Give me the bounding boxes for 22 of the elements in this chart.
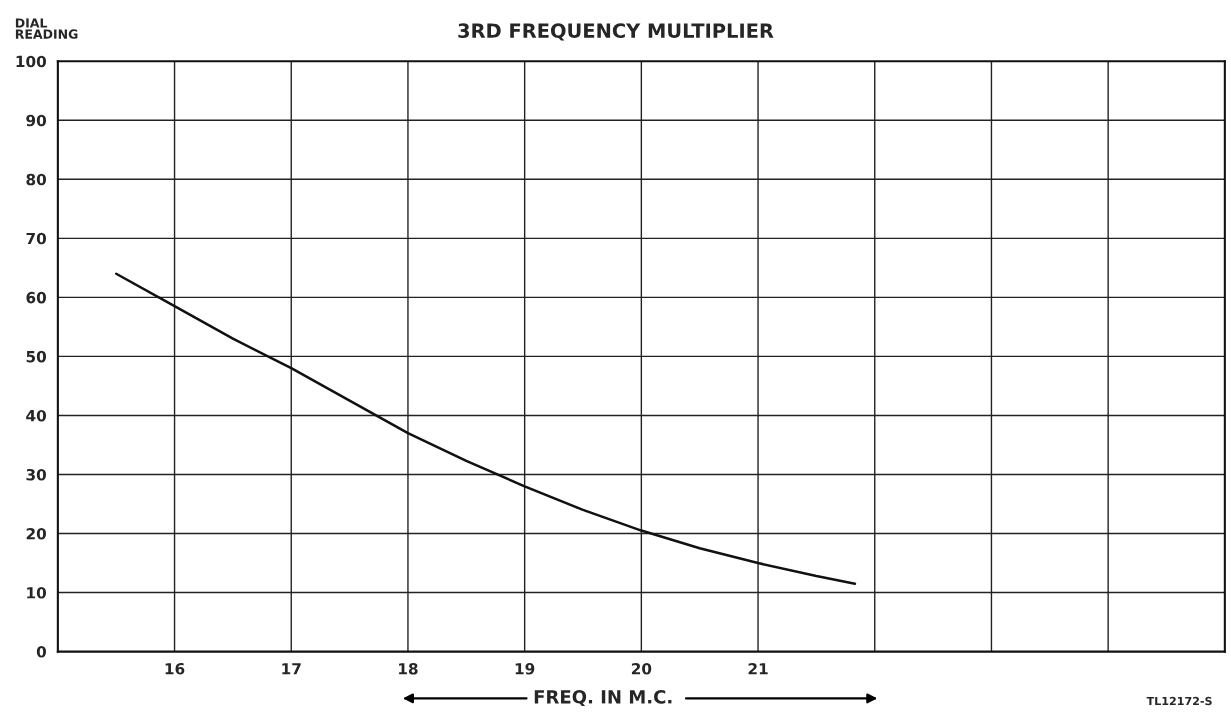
y-tick-label: 20	[26, 527, 47, 540]
y-tick-label: 100	[16, 55, 47, 68]
x-tick-label: 16	[165, 663, 185, 675]
y-tick-label: 0	[36, 646, 47, 658]
y-tick-label: 80	[26, 173, 47, 186]
y-tick-label: 70	[26, 232, 47, 245]
x-tick-label: 21	[748, 662, 768, 675]
x-axis-title: FREQ. IN M.C.	[534, 689, 672, 707]
x-tick-label: 19	[515, 663, 535, 675]
x-tick-label: 18	[399, 662, 418, 675]
chart-title: 3RD FREQUENCY MULTIPLIER	[458, 23, 774, 41]
y-tick-label: 60	[26, 291, 47, 304]
y-tick-label: 40	[26, 409, 47, 422]
text: TL12172-S	[1146, 696, 1212, 706]
x-tick-label: 20	[631, 662, 652, 675]
x-tick-label: 17	[282, 663, 301, 675]
line-series	[114, 272, 857, 585]
y-axis-title: DIAL READING	[15, 18, 78, 39]
y-tick-label: 10	[27, 587, 47, 599]
y-tick-label: 30	[26, 468, 47, 481]
y-tick-label: 90	[26, 114, 47, 127]
y-tick-label: 50	[26, 350, 47, 363]
